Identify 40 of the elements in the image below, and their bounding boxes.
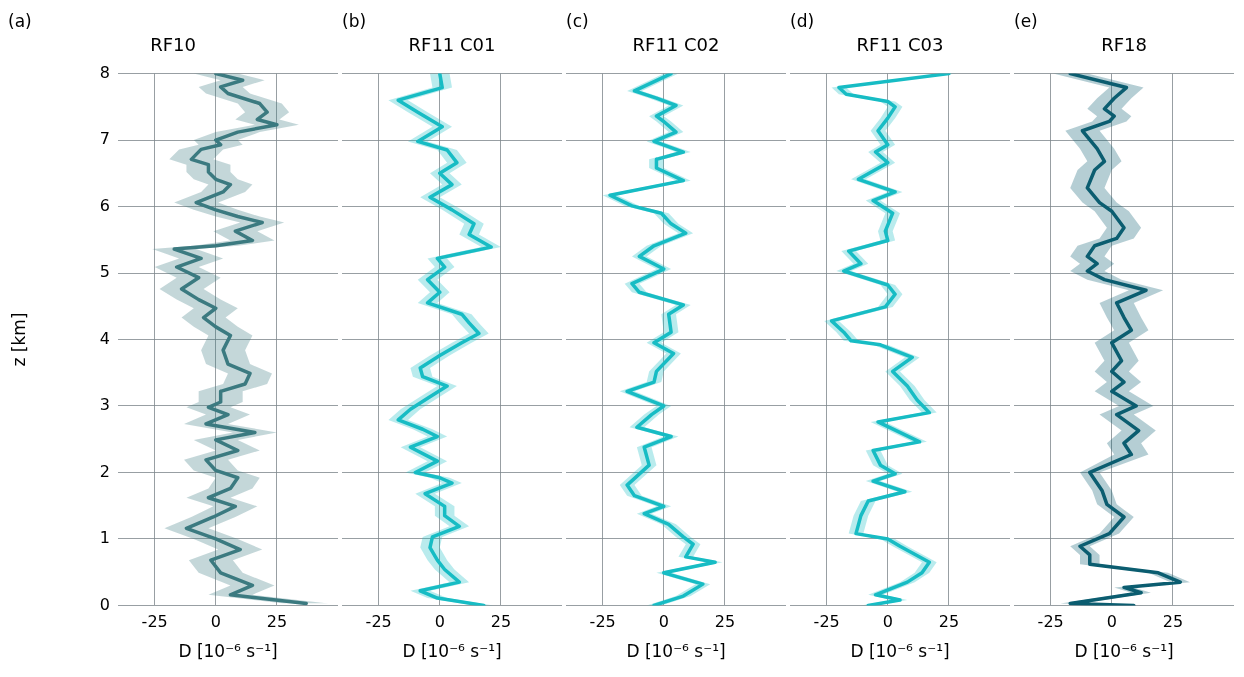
y-tick-label: 0 bbox=[99, 594, 110, 614]
x-tick-label: 0 bbox=[1106, 612, 1117, 632]
x-tick-label: 0 bbox=[658, 612, 669, 632]
y-tick-label: 6 bbox=[99, 195, 110, 215]
x-axis-title: D [10⁻⁶ s⁻¹] bbox=[402, 641, 502, 662]
text: (e) bbox=[1014, 10, 1038, 31]
x-tick-label: 25 bbox=[938, 612, 960, 632]
x-axis-title: D [10⁻⁶ s⁻¹] bbox=[178, 641, 278, 662]
y-tick-label: 5 bbox=[99, 262, 110, 282]
chart-title: RF18 bbox=[1101, 34, 1147, 56]
x-axis-title: D [10⁻⁶ s⁻¹] bbox=[626, 641, 726, 662]
x-axis-title: D [10⁻⁶ s⁻¹] bbox=[850, 641, 950, 662]
y-tick-label: 4 bbox=[99, 328, 110, 348]
y-tick-label: 1 bbox=[99, 528, 110, 548]
x-tick-label: 25 bbox=[1162, 612, 1184, 632]
text: (b) bbox=[342, 10, 367, 31]
text: (d) bbox=[790, 10, 815, 31]
x-tick-label: 25 bbox=[714, 612, 736, 632]
y-tick-label: 8 bbox=[99, 62, 110, 82]
x-tick-label: 25 bbox=[490, 612, 512, 632]
x-tick-label: 0 bbox=[434, 612, 445, 632]
x-tick-label: -25 bbox=[365, 612, 392, 632]
y-tick-label: 2 bbox=[99, 461, 110, 481]
x-axis-title: D [10⁻⁶ s⁻¹] bbox=[1074, 641, 1174, 662]
x-tick-label: -25 bbox=[813, 612, 840, 632]
chart-title: RF11 C02 bbox=[632, 34, 720, 56]
x-tick-label: 0 bbox=[210, 612, 221, 632]
x-tick-label: 0 bbox=[882, 612, 893, 632]
y-axis-title: z [km] bbox=[8, 312, 29, 367]
y-tick-label: 3 bbox=[99, 395, 110, 415]
y-tick-label: 7 bbox=[99, 129, 110, 149]
chart-title: RF10 bbox=[150, 34, 196, 56]
text: (a) bbox=[8, 10, 32, 31]
x-tick-label: -25 bbox=[1037, 612, 1064, 632]
x-tick-label: -25 bbox=[589, 612, 616, 632]
x-tick-label: 25 bbox=[266, 612, 288, 632]
text: (c) bbox=[566, 10, 589, 31]
x-tick-label: -25 bbox=[141, 612, 168, 632]
chart-title: RF11 C03 bbox=[856, 34, 944, 56]
chart-title: RF11 C01 bbox=[408, 34, 496, 56]
